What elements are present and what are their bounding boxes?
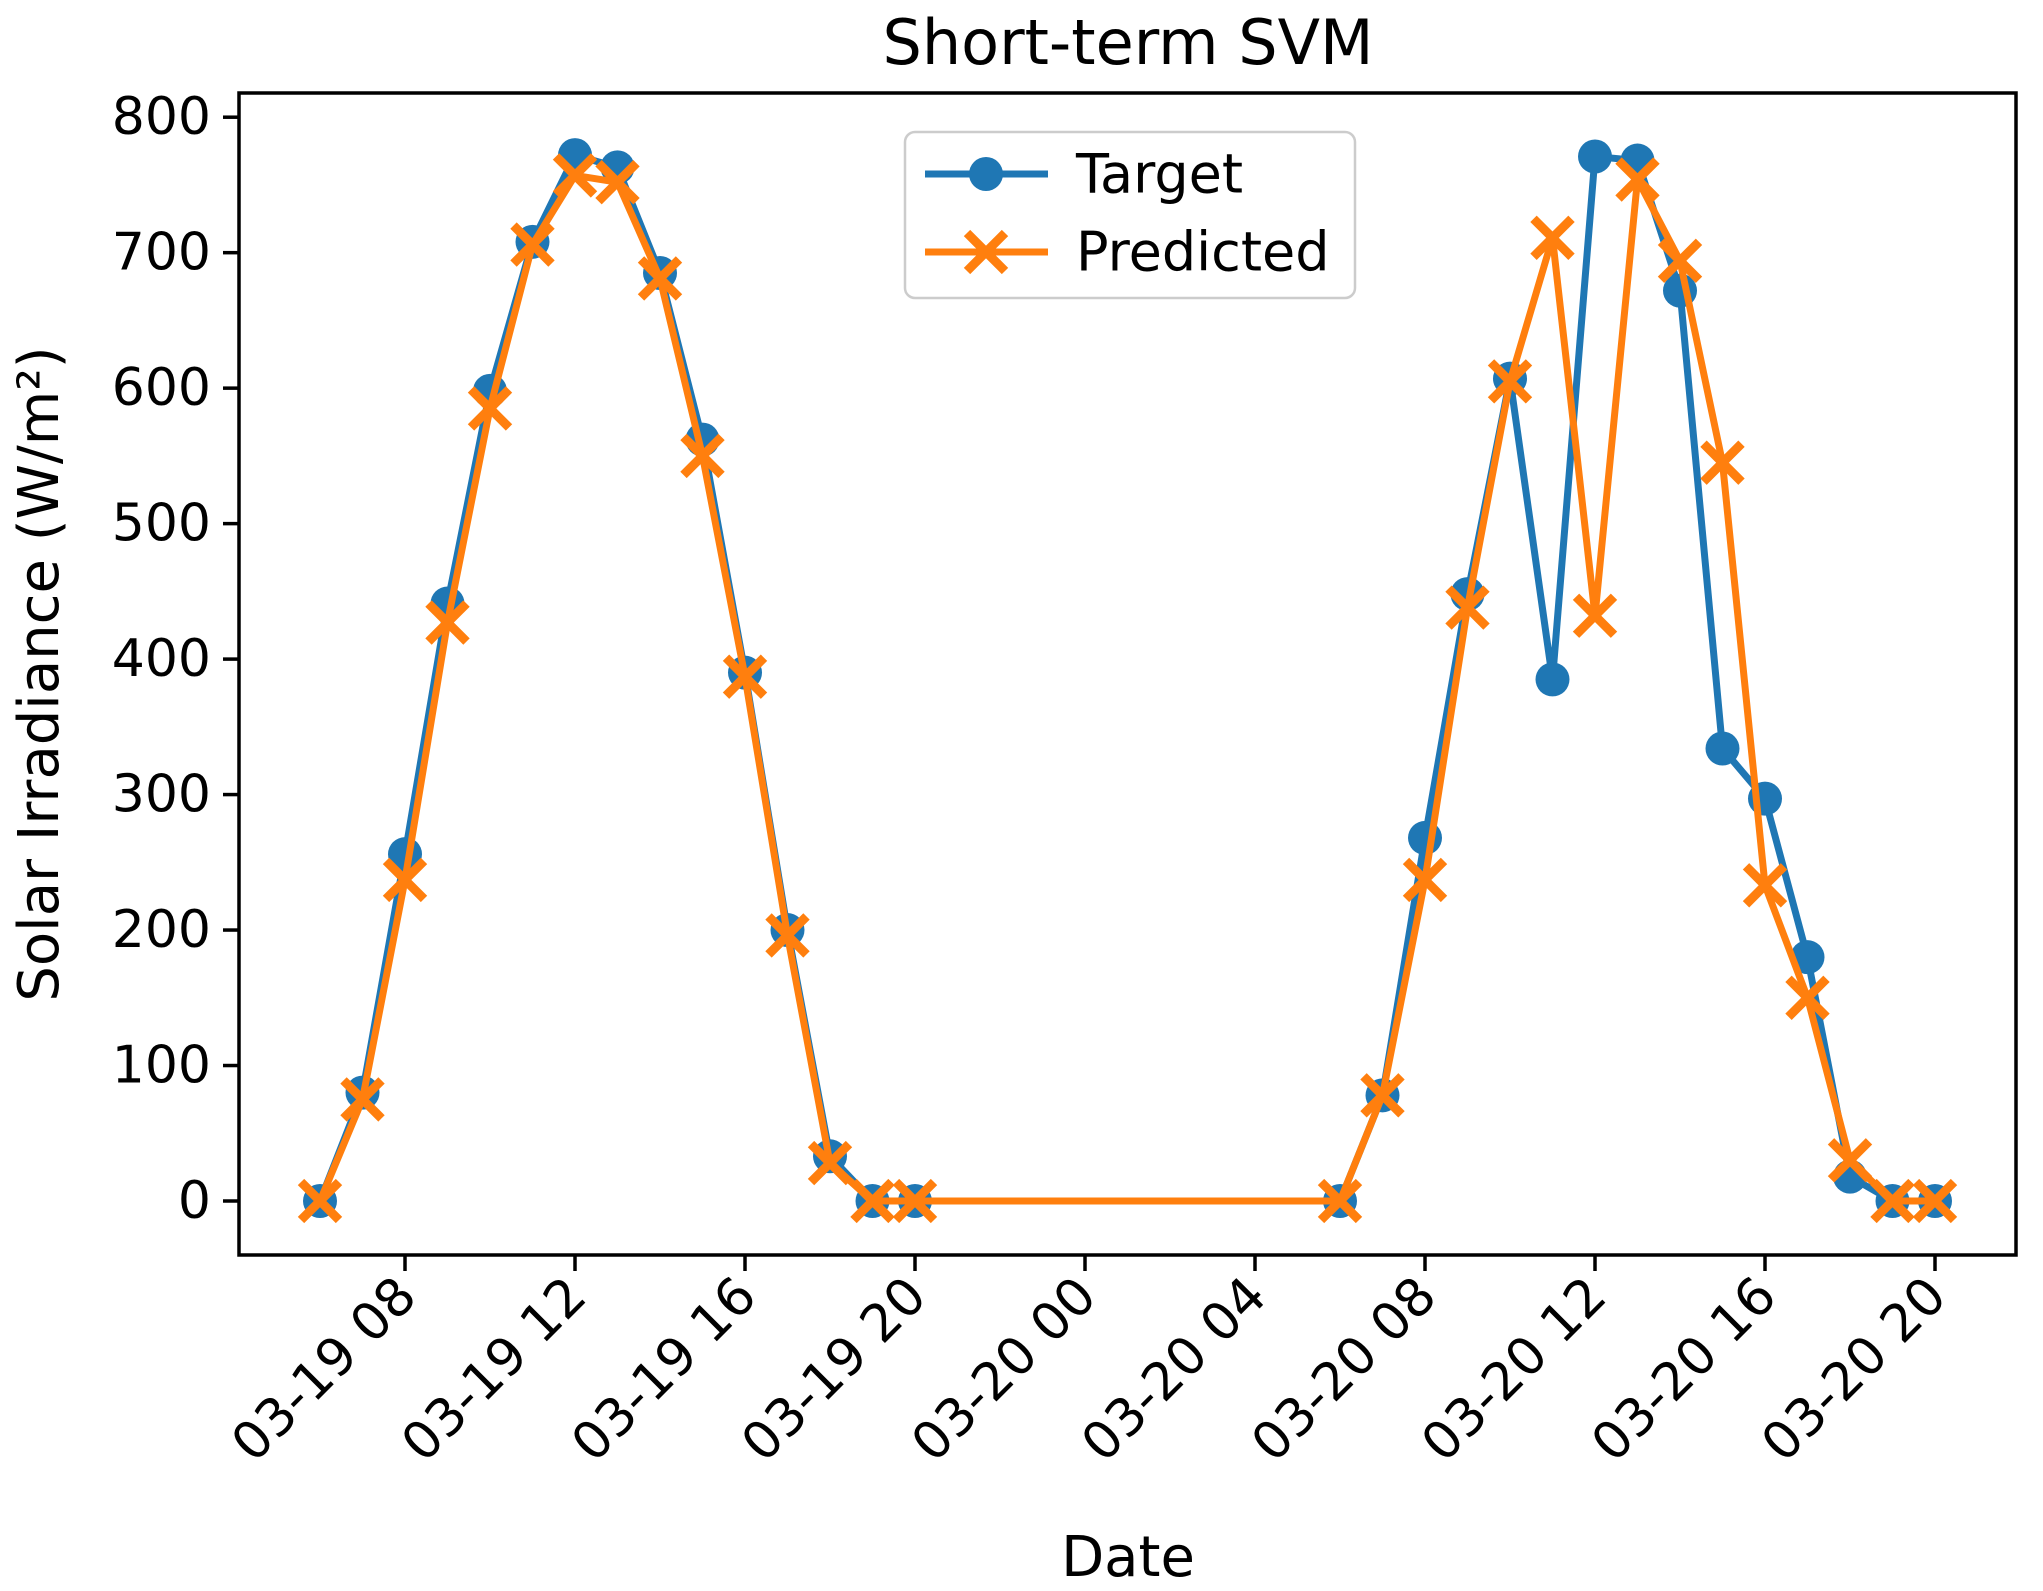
x-tick-label: 03-19 12 (390, 1266, 598, 1474)
predicted-point-marker (1870, 1178, 1915, 1224)
target-point-marker (1705, 731, 1740, 766)
x-tick-label: 03-20 00 (900, 1266, 1108, 1474)
predicted-point-marker (892, 1178, 938, 1224)
x-tick-label: 03-20 16 (1580, 1266, 1788, 1474)
predicted-point-marker (1785, 975, 1830, 1020)
y-tick-label: 0 (178, 1171, 211, 1231)
predicted-point-marker (1445, 585, 1490, 630)
predicted-point-marker (1827, 1138, 1873, 1183)
predicted-point-marker (807, 1140, 853, 1186)
predicted-point-marker (1615, 157, 1660, 202)
x-tick-label: 03-19 16 (560, 1266, 768, 1474)
predicted-point-marker (1402, 857, 1448, 903)
y-tick-label: 400 (112, 629, 211, 689)
predicted-point-marker (637, 256, 683, 301)
x-tick-label: 03-20 04 (1070, 1266, 1278, 1474)
target-point-marker (1578, 139, 1612, 174)
predicted-series (297, 153, 1958, 1224)
x-tick-label: 03-20 12 (1410, 1266, 1618, 1474)
predicted-point-marker (1360, 1073, 1405, 1118)
legend-item-target: Target (925, 143, 1243, 206)
x-tick-label: 03-19 08 (220, 1266, 428, 1474)
predicted-point-marker (1530, 215, 1575, 260)
predicted-point-marker (340, 1077, 385, 1122)
legend-label-target: Target (1075, 143, 1243, 206)
predicted-point-marker (1657, 238, 1703, 283)
legend-label-predicted: Predicted (1076, 221, 1330, 284)
x-tick-label: 03-19 20 (730, 1266, 938, 1474)
predicted-x-marker-icon (963, 229, 1009, 275)
predicted-point-marker (850, 1178, 895, 1224)
y-tick-label: 600 (112, 358, 211, 418)
predicted-point-marker (1912, 1178, 1958, 1224)
predicted-point-marker (510, 222, 555, 267)
target-circle-marker-icon (969, 157, 1003, 191)
plot-frame (237, 91, 2018, 1257)
predicted-point-marker (467, 386, 513, 431)
predicted-point-marker (425, 600, 470, 645)
y-tick-label: 800 (112, 87, 211, 147)
predicted-point-marker (382, 857, 428, 903)
predicted-point-marker (1700, 440, 1745, 485)
y-axis-title: Solar Irradiance (W/m²) (7, 346, 72, 1001)
predicted-point-marker (595, 160, 640, 205)
x-axis-title: Date (1061, 1525, 1195, 1590)
predicted-point-marker (1317, 1178, 1363, 1224)
predicted-point-marker (765, 913, 810, 958)
legend: Target Predicted (903, 130, 1357, 300)
target-point-marker (1535, 662, 1570, 697)
legend-item-predicted: Predicted (925, 221, 1330, 284)
chart-title: Short-term SVM (883, 6, 1374, 79)
predicted-point-marker (1572, 593, 1618, 638)
predicted-line (316, 171, 1935, 1205)
x-tick-label: 03-20 08 (1240, 1266, 1448, 1474)
y-axis-ticks: 0 100 200 300 400 500 600 700 800 (112, 87, 239, 1231)
predicted-point-marker (1487, 359, 1533, 404)
predicted-point-marker (552, 153, 598, 198)
predicted-point-marker (297, 1178, 343, 1224)
predicted-point-marker (1742, 863, 1788, 908)
target-series (303, 138, 1952, 1218)
y-tick-label: 500 (112, 494, 211, 554)
y-tick-label: 100 (112, 1036, 211, 1096)
y-tick-label: 700 (112, 223, 211, 283)
predicted-point-marker (722, 654, 768, 699)
x-tick-label: 03-20 20 (1750, 1266, 1958, 1474)
y-tick-label: 300 (112, 765, 211, 825)
y-tick-label: 200 (112, 900, 211, 960)
predicted-point-marker (680, 433, 725, 479)
